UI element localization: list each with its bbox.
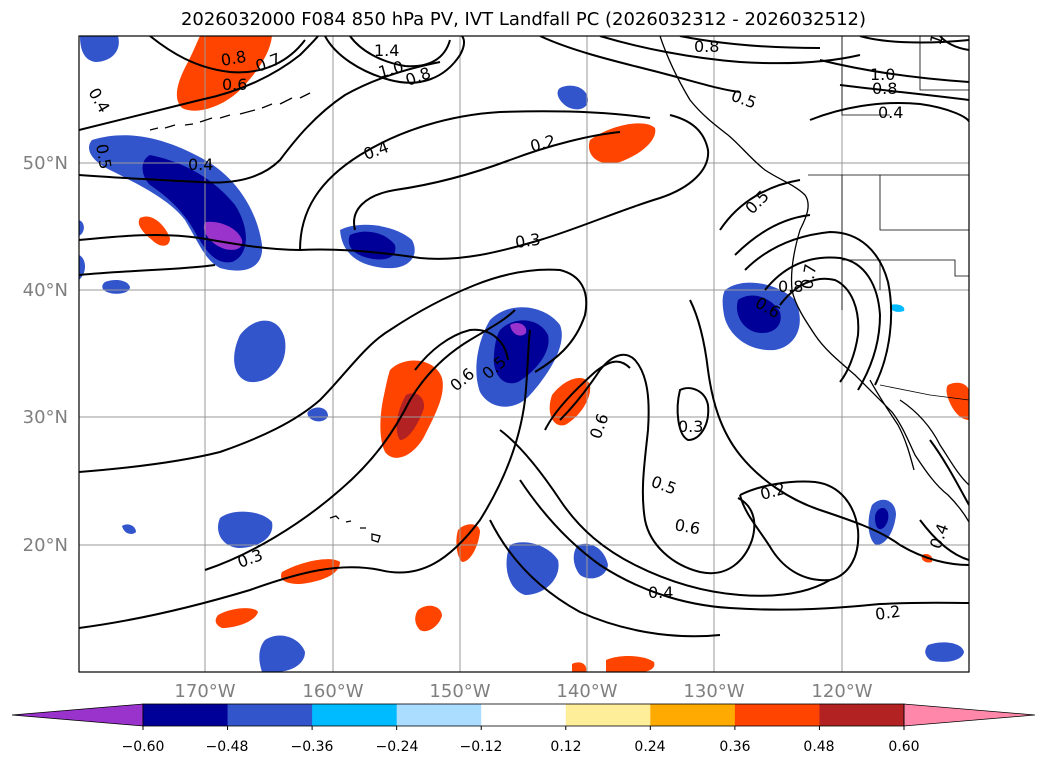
pv-negative-region (506, 542, 559, 595)
pv-positive-region (176, 36, 272, 111)
colorbar-tick-label: 0.48 (803, 739, 834, 755)
pv-negative-region (925, 642, 964, 662)
pv-negative-region (890, 304, 905, 312)
pv-negative-region (557, 85, 588, 110)
pv-negative-peak (510, 322, 527, 336)
contour-label: 0.3 (678, 417, 703, 436)
us-mexico-border (879, 384, 969, 401)
lon-label-160w: 160°W (302, 681, 363, 702)
contour-label: 0.4 (648, 583, 673, 602)
colorbar-frame (142, 703, 905, 727)
map-title: 2026032000 F084 850 hPa PV, IVT Landfall… (180, 9, 867, 30)
colorbar-segment (819, 704, 905, 726)
colorbar-segment (143, 704, 229, 726)
pv-shading (79, 36, 969, 672)
lat-label-20n: 20°N (23, 535, 68, 556)
latitude-labels: 50°N 40°N 30°N 20°N (23, 153, 68, 556)
lon-label-150w: 150°W (429, 681, 490, 702)
pv-negative-region (122, 524, 136, 534)
contour-label: 0.8 (694, 37, 719, 56)
pv-positive-region (572, 662, 587, 672)
colorbar-segment (565, 704, 651, 726)
pv-positive-region (215, 608, 258, 628)
colorbar-tick-label: 0.60 (888, 739, 919, 755)
lat-label-50n: 50°N (23, 153, 68, 174)
lon-label-130w: 130°W (683, 681, 744, 702)
aleutian-islands (149, 92, 311, 131)
political-borders (808, 36, 969, 401)
colorbar-segment (396, 704, 482, 726)
pv-positive-region (138, 216, 170, 246)
contour-label: 0.6 (673, 515, 701, 538)
contour-label: 1.0 (926, 17, 953, 47)
colorbar-tick-label: −0.24 (376, 739, 419, 755)
map-frame (78, 35, 970, 673)
colorbar (11, 703, 1036, 730)
contour-label: 0.6 (222, 75, 247, 94)
pv-negative-core (874, 508, 889, 530)
north-america-coastline (659, 36, 969, 523)
pv-positive-region (606, 656, 655, 672)
pv-negative-region (79, 220, 84, 236)
contour-label: 0.4 (188, 155, 213, 174)
contour-label: 0.8 (778, 277, 803, 296)
lon-label-140w: 140°W (556, 681, 617, 702)
pv-positive-region (946, 382, 969, 420)
pv-negative-region (234, 320, 286, 383)
colorbar-tick-label: 0.36 (719, 739, 750, 755)
colorbar-segment (650, 704, 736, 726)
lat-label-40n: 40°N (23, 280, 68, 301)
pv-negative-core (736, 295, 781, 334)
colorbar-segment (312, 704, 398, 726)
contour-label: 1.4 (374, 41, 399, 60)
pv-negative-region (307, 407, 328, 422)
ivt-contours (79, 36, 969, 638)
colorbar-segment (481, 704, 567, 726)
contour-label: 1.0 (870, 65, 895, 84)
colorbar-tick-label: 0.24 (634, 739, 665, 755)
baja-california-coastline (869, 379, 915, 471)
colorbar-segment (734, 704, 820, 726)
contour-label: 0.7 (797, 262, 820, 290)
colorbar-tick-labels: −0.60 −0.48 −0.36 −0.24 −0.12 0.12 0.24 … (122, 739, 920, 755)
lon-label-170w: 170°W (174, 681, 235, 702)
lon-label-120w: 120°W (811, 681, 872, 702)
pv-negative-core (493, 320, 549, 384)
pv-positive-region (456, 524, 480, 562)
pv-positive-region (549, 377, 591, 426)
coastlines (149, 36, 969, 543)
lat-label-30n: 30°N (23, 407, 68, 428)
pv-negative-region (218, 511, 273, 548)
contour-label: 0.3 (514, 230, 542, 252)
canada-provinces (841, 36, 969, 116)
map-gridlines (79, 36, 969, 672)
pv-negative-region (80, 36, 119, 62)
longitude-labels: 170°W 160°W 150°W 140°W 130°W 120°W (174, 681, 872, 702)
hawaii-islands (329, 515, 381, 543)
colorbar-tick-label: −0.12 (460, 739, 503, 755)
colorbar-extend-max (903, 703, 1036, 727)
contour-label: 0.2 (874, 602, 902, 624)
colorbar-extend-min (11, 703, 144, 727)
colorbar-tick-label: −0.60 (122, 739, 165, 755)
contour-label: 0.4 (878, 103, 903, 122)
pv-negative-region (259, 635, 305, 672)
state-borders (841, 175, 969, 310)
contour-label: 0.5 (92, 142, 115, 170)
colorbar-segment (227, 704, 313, 726)
colorbar-tick-label: −0.36 (291, 739, 334, 755)
gulf-coastline (899, 399, 969, 486)
colorbar-tick-label: −0.48 (206, 739, 249, 755)
contour-label: 0.8 (872, 79, 897, 98)
pv-positive-region (415, 605, 442, 632)
contour-label: 0.8 (219, 47, 247, 70)
colorbar-tick-label: 0.12 (550, 739, 581, 755)
